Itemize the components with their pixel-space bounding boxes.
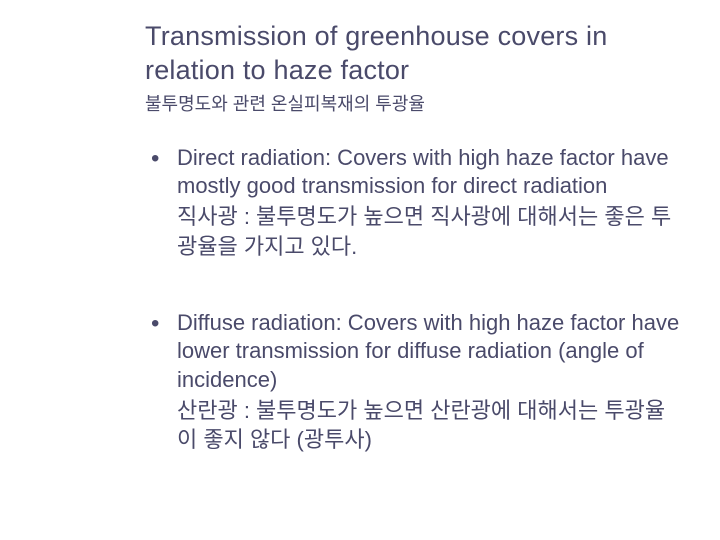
slide-title: Transmission of greenhouse covers in rel… [145,20,680,88]
slide-subtitle: 불투명도와 관련 온실피복재의 투광율 [145,90,680,116]
bullet-item: Diffuse radiation: Covers with high haze… [145,309,680,455]
bullet-text-en: Diffuse radiation: Covers with high haze… [177,309,680,393]
slide: Transmission of greenhouse covers in rel… [0,0,720,540]
bullet-text-kr: 산란광 : 불투명도가 높으면 산란광에 대해서는 투광율이 좋지 않다 (광투… [177,396,680,455]
bullet-text-kr: 직사광 : 불투명도가 높으면 직사광에 대해서는 좋은 투광율을 가지고 있다… [177,202,680,261]
bullet-list: Direct radiation: Covers with high haze … [145,144,680,456]
bullet-item: Direct radiation: Covers with high haze … [145,144,680,262]
bullet-text-en: Direct radiation: Covers with high haze … [177,144,680,200]
